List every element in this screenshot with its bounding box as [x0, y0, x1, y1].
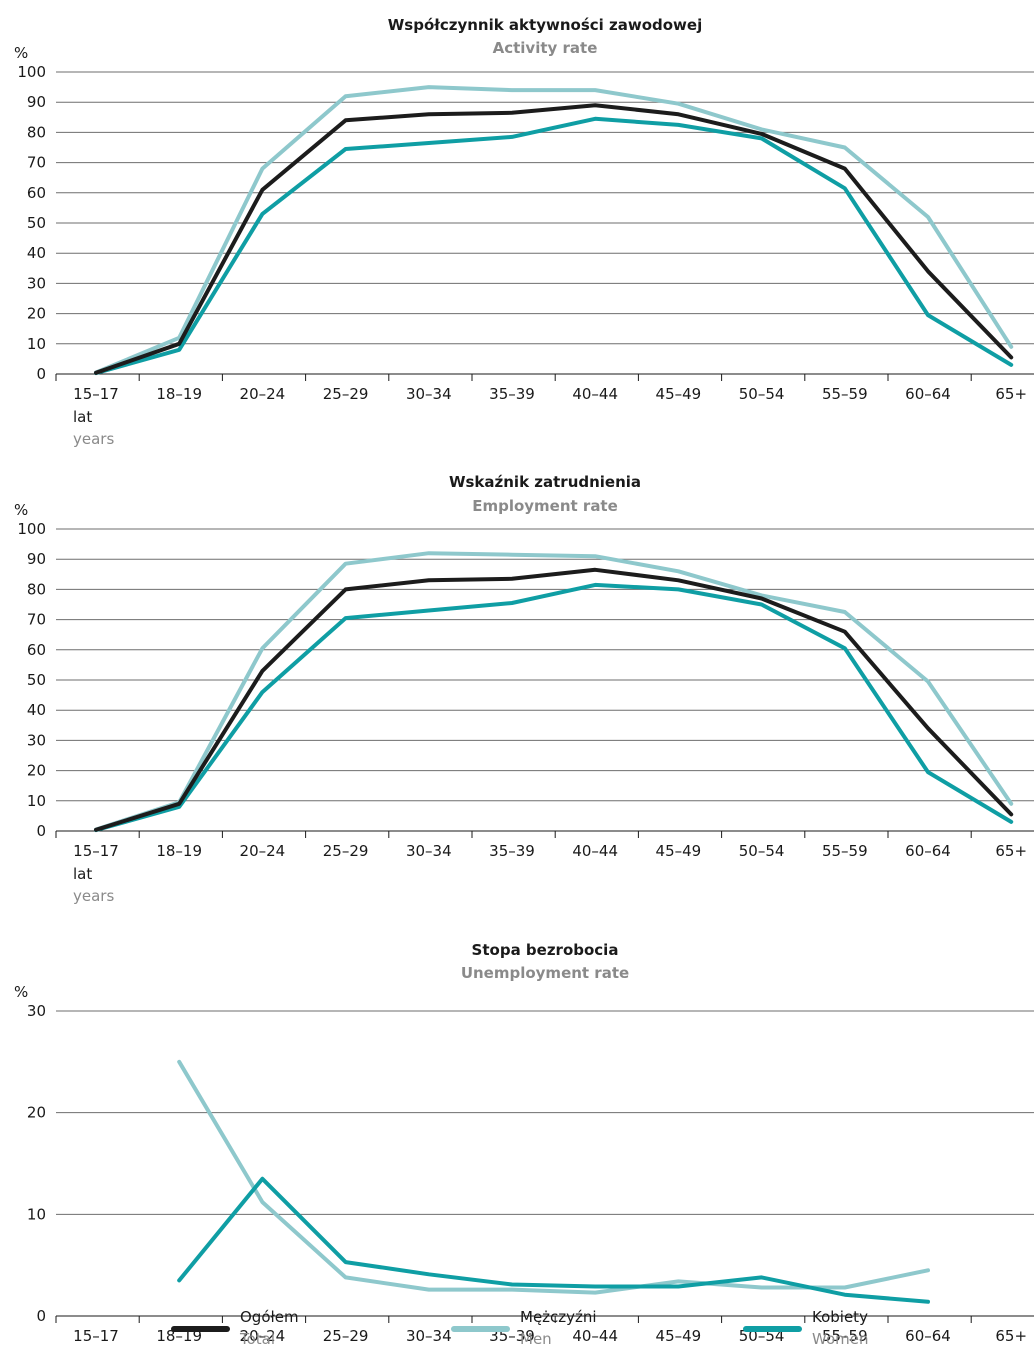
chart-subtitle: Activity rate	[493, 39, 598, 57]
y-tick-label: 0	[36, 365, 46, 383]
x-tick-label: 20–24	[240, 1327, 286, 1345]
y-axis-unit: %	[14, 983, 28, 1001]
y-tick-label: 60	[27, 184, 46, 202]
x-tick-label: 45–49	[656, 842, 702, 860]
x-tick-label: 55–59	[822, 1327, 868, 1345]
legend-item-men: Mężczyźni Men	[451, 1308, 597, 1348]
x-tick-label: 50–54	[739, 385, 785, 403]
y-axis-unit: %	[14, 501, 28, 519]
legend-label-en: Total	[239, 1330, 275, 1348]
x-note-en: years	[73, 887, 114, 905]
chart-title: Stopa bezrobocia	[472, 941, 619, 959]
y-tick-label: 30	[27, 731, 46, 749]
legend-item-women: Kobiety Women	[743, 1308, 868, 1348]
x-tick-label: 15–17	[73, 385, 119, 403]
y-tick-label: 50	[27, 214, 46, 232]
series-line-women	[177, 1176, 930, 1304]
y-tick-label: 100	[17, 520, 46, 538]
chart-title: Wskaźnik zatrudnienia	[449, 473, 641, 491]
y-tick-label: 90	[27, 93, 46, 111]
y-tick-label: 10	[27, 1205, 46, 1223]
y-tick-label: 20	[27, 305, 46, 323]
y-tick-label: 0	[36, 822, 46, 840]
legend-item-total: Ogółem Total	[171, 1308, 299, 1348]
x-note-en: years	[73, 430, 114, 448]
series-line-women	[94, 582, 1014, 833]
x-tick-label: 65+	[995, 385, 1027, 403]
legend-label-en: Men	[520, 1330, 552, 1348]
x-tick-label: 25–29	[323, 1327, 369, 1345]
legend-label-pl: Mężczyźni	[520, 1308, 597, 1326]
x-tick-label: 55–59	[822, 385, 868, 403]
x-tick-label: 40–44	[572, 385, 618, 403]
x-note-pl: lat	[73, 408, 92, 426]
x-tick-label: 20–24	[240, 842, 286, 860]
x-tick-label: 35–39	[489, 385, 535, 403]
x-tick-label: 65+	[995, 842, 1027, 860]
y-tick-label: 0	[36, 1307, 46, 1325]
x-tick-label: 30–34	[406, 385, 452, 403]
chart-subtitle: Unemployment rate	[461, 964, 629, 982]
y-tick-label: 10	[27, 335, 46, 353]
x-tick-label: 35–39	[489, 842, 535, 860]
series-line-total	[94, 103, 1014, 375]
legend-label-en: Women	[812, 1330, 868, 1348]
x-tick-label: 55–59	[822, 842, 868, 860]
y-tick-label: 90	[27, 550, 46, 568]
chart-panel-1: Współczynnik aktywności zawodowej Activit…	[14, 16, 1034, 448]
chart-panel-3: Stopa bezrobocia Unemployment rate% 0 10 20 3…	[14, 941, 1034, 1345]
x-tick-label: 45–49	[656, 385, 702, 403]
x-tick-label: 50–54	[739, 842, 785, 860]
y-tick-label: 20	[27, 762, 46, 780]
x-tick-label: 60–64	[905, 1327, 951, 1345]
legend-label-pl: Ogółem	[240, 1308, 299, 1326]
y-axis-unit: %	[14, 44, 28, 62]
series-line-men	[177, 1059, 930, 1295]
x-tick-label: 40–44	[572, 842, 618, 860]
y-tick-label: 70	[27, 154, 46, 172]
x-tick-label: 30–34	[406, 1327, 452, 1345]
x-tick-label: 45–49	[656, 1327, 702, 1345]
y-tick-label: 100	[17, 63, 46, 81]
series-line-men	[94, 85, 1014, 375]
legend: Ogółem Total Mężczyźni Men Kobiety Women	[171, 1308, 868, 1348]
x-tick-label: 60–64	[905, 842, 951, 860]
y-tick-label: 30	[27, 274, 46, 292]
y-tick-label: 50	[27, 671, 46, 689]
y-tick-label: 80	[27, 123, 46, 141]
x-tick-label: 25–29	[323, 385, 369, 403]
series-line-men	[94, 551, 1014, 832]
series-line-total	[94, 567, 1014, 832]
x-tick-label: 60–64	[905, 385, 951, 403]
y-tick-label: 80	[27, 580, 46, 598]
chart-panel-2: Wskaźnik zatrudnienia Employment rate% 0 10…	[14, 473, 1034, 905]
x-tick-label: 65+	[995, 1327, 1027, 1345]
y-tick-label: 30	[27, 1002, 46, 1020]
chart-subtitle: Employment rate	[472, 497, 618, 515]
x-tick-label: 25–29	[323, 842, 369, 860]
y-tick-label: 40	[27, 701, 46, 719]
y-tick-label: 40	[27, 244, 46, 262]
x-tick-label: 20–24	[240, 385, 286, 403]
x-note-pl: lat	[73, 865, 92, 883]
x-tick-label: 18–19	[156, 385, 202, 403]
y-tick-label: 20	[27, 1104, 46, 1122]
series-line-women	[94, 116, 1014, 376]
x-tick-label: 30–34	[406, 842, 452, 860]
x-tick-label: 18–19	[156, 842, 202, 860]
y-tick-label: 60	[27, 641, 46, 659]
x-tick-label: 15–17	[73, 1327, 119, 1345]
y-tick-label: 70	[27, 611, 46, 629]
chart-title: Współczynnik aktywności zawodowej	[388, 16, 702, 34]
legend-label-pl: Kobiety	[812, 1308, 868, 1326]
y-tick-label: 10	[27, 792, 46, 810]
x-tick-label: 15–17	[73, 842, 119, 860]
x-tick-label: 40–44	[572, 1327, 618, 1345]
